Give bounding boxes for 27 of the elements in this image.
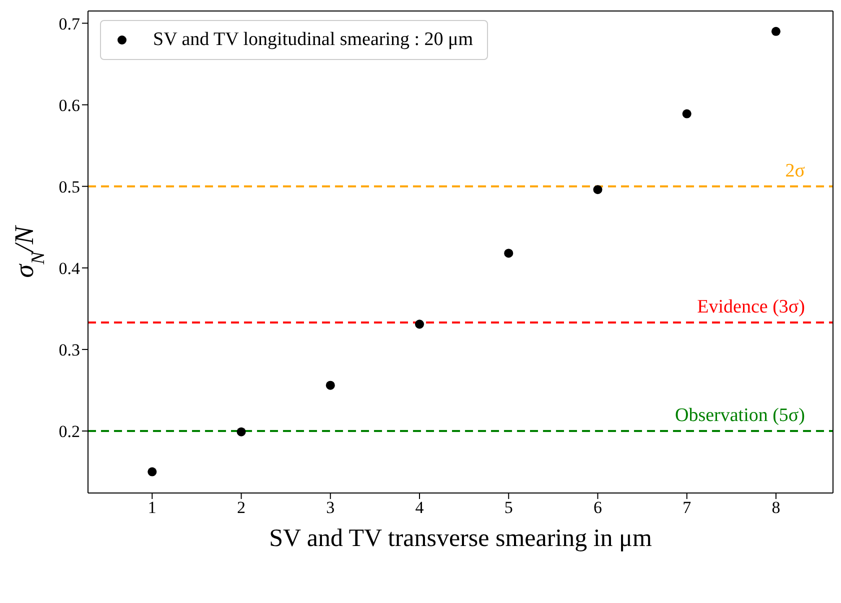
point [326,380,335,390]
point [148,467,157,476]
x-tick-label: 1 [148,498,156,518]
y-tick-label: 0.2 [58,422,80,442]
point [236,427,246,436]
x-tick-label: 3 [326,498,335,518]
point [504,248,514,258]
point [682,109,692,118]
x-tick-label: 5 [504,498,513,518]
ref-line-label: Observation (5σ) [674,405,805,426]
y-tick-label: 0.4 [58,258,80,278]
y-tick-label: 0.5 [58,177,80,196]
ref-line-label: 2σ [785,160,805,182]
x-tick-label: 2 [237,498,246,518]
ref-line-label: Evidence (3σ) [697,296,805,318]
point [593,185,602,194]
x-tick-label: 6 [593,498,602,518]
y-tick-label: 0.3 [58,340,80,360]
point [414,320,424,329]
x-axis-title: SV and TV transverse smearing in μm [269,525,652,552]
x-tick-label: 8 [772,498,780,518]
point [771,26,780,36]
y-tick-label: 0.7 [58,14,80,34]
x-tick-label: 7 [682,498,692,518]
legend-label: SV and TV longitudinal smearing : 20 μm [153,29,473,51]
x-tick-label: 4 [415,498,424,518]
y-tick-label: 0.6 [58,96,80,115]
